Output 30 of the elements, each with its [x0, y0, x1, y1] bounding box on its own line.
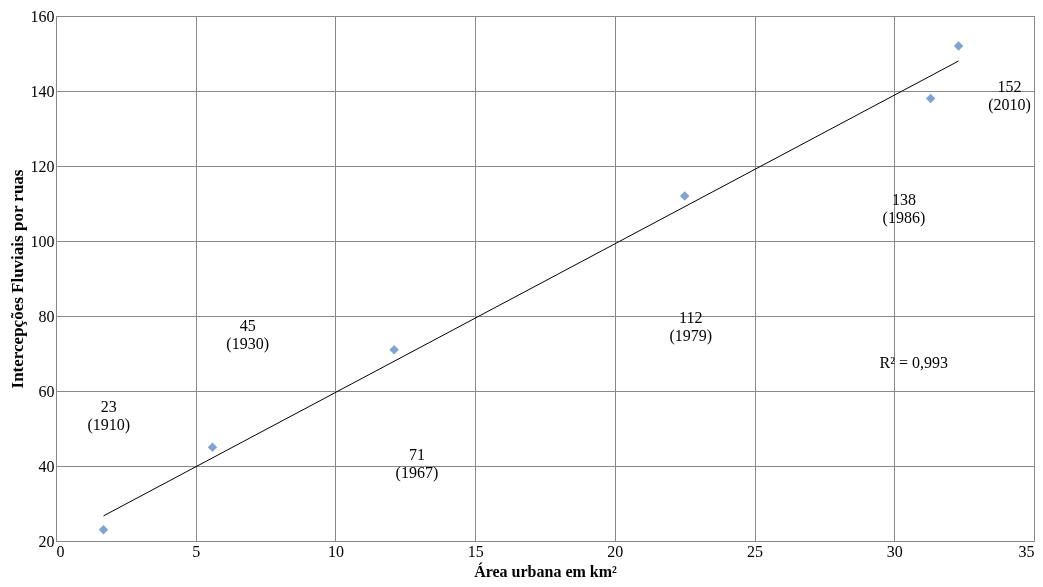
point: [925, 93, 936, 104]
annotation: 23 (1910): [87, 397, 131, 434]
point: [679, 191, 690, 201]
x-tick-label: 5: [192, 542, 201, 560]
point: [953, 41, 964, 51]
x-tick-label: 25: [747, 542, 764, 560]
annotation: 138 (1986): [882, 191, 926, 228]
annotation: 112 (1979): [669, 309, 713, 346]
x-tick-label: 30: [886, 542, 903, 560]
y-tick-label: 120: [30, 157, 55, 175]
annotation: 152 (2010): [988, 78, 1031, 115]
x-tick-label: 35: [1018, 542, 1035, 560]
x-tick-label: 0: [56, 542, 65, 560]
annotation: 71 (1967): [395, 445, 439, 482]
annotation: R² = 0,993: [879, 353, 948, 371]
y-tick-label: 160: [30, 7, 55, 25]
y-tick-label: 60: [38, 382, 55, 400]
y-axis-title: Intercepções Fluviais por ruas: [7, 169, 27, 389]
x-tick-label: 10: [327, 542, 344, 560]
point: [389, 345, 399, 355]
y-tick-label: 140: [30, 82, 55, 100]
x-tick-label: 15: [467, 542, 484, 560]
y-tick-label: 100: [30, 232, 55, 250]
y-tick-label: 80: [38, 307, 55, 325]
point: [207, 442, 218, 452]
y-tick-label: 40: [38, 457, 55, 475]
x-axis-title: Área urbana em km²: [474, 561, 618, 580]
point: [98, 525, 109, 535]
annotation: 45 (1930): [226, 317, 270, 354]
x-tick-label: 20: [607, 542, 624, 560]
